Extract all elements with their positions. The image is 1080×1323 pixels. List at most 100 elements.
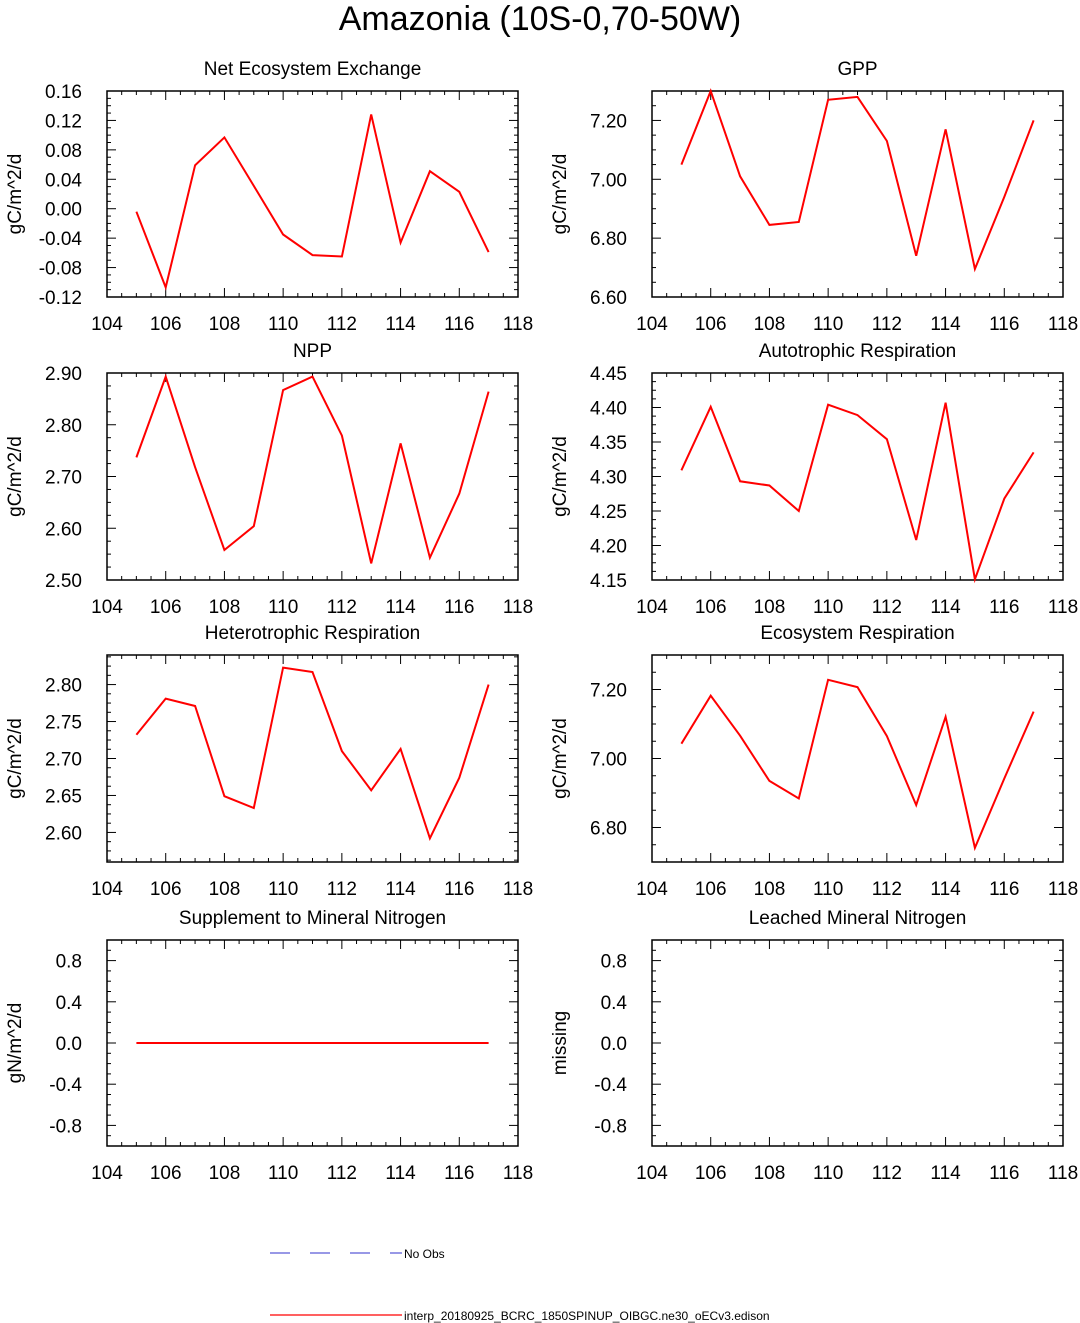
panel-title: Supplement to Mineral Nitrogen xyxy=(179,908,446,929)
y-tick-label: 2.70 xyxy=(45,468,82,489)
y-tick-label: 2.80 xyxy=(45,416,82,437)
chart-panel: Leached Mineral Nitrogen missing 104 106 108… xyxy=(550,908,1078,1184)
x-tick-label: 114 xyxy=(930,879,961,900)
x-tick-label: 112 xyxy=(327,314,357,335)
y-axis-label: gC/m^2/d xyxy=(550,718,571,799)
figure-title: Amazonia (10S-0,70-50W) xyxy=(339,0,742,38)
x-tick-label: 118 xyxy=(503,314,533,335)
panel-title: Net Ecosystem Exchange xyxy=(204,59,422,80)
x-tick-label: 104 xyxy=(636,314,668,335)
x-tick-label: 116 xyxy=(989,314,1019,335)
y-tick-label: 7.00 xyxy=(590,750,627,771)
x-tick-label: 110 xyxy=(813,314,843,335)
plot-frame xyxy=(651,90,1064,298)
series-line xyxy=(680,678,1035,852)
panel-title: Autotrophic Respiration xyxy=(759,341,957,362)
x-tick-label: 118 xyxy=(1048,314,1078,335)
x-tick-label: 114 xyxy=(930,1163,961,1184)
chart-panel: Supplement to Mineral Nitrogen gN/m^2/d 10… xyxy=(5,908,533,1184)
y-tick-label: 4.25 xyxy=(590,502,627,523)
y-tick-label: 7.00 xyxy=(590,170,627,191)
x-tick-label: 114 xyxy=(930,314,961,335)
y-tick-label: -0.4 xyxy=(49,1075,82,1096)
y-tick-label: 7.20 xyxy=(590,681,627,702)
y-tick-label: 0.4 xyxy=(601,993,628,1014)
plot-frame xyxy=(651,372,1064,581)
x-tick-label: 110 xyxy=(813,1163,843,1184)
panel-title: Heterotrophic Respiration xyxy=(205,623,420,644)
legend-no-obs-label: No Obs xyxy=(404,1247,445,1261)
y-tick-label: 0.16 xyxy=(45,82,82,103)
y-tick-label: 2.80 xyxy=(45,676,82,697)
legend: No Obs interp_20180925_BCRC_1850SPINUP_O… xyxy=(270,1247,770,1323)
x-tick-label: 118 xyxy=(1048,1163,1078,1184)
plot-frame xyxy=(106,654,519,863)
y-tick-label: 2.50 xyxy=(45,571,82,592)
x-tick-label: 104 xyxy=(91,879,123,900)
y-tick-label: 0.00 xyxy=(45,200,82,221)
y-tick-label: 2.65 xyxy=(45,786,82,807)
x-tick-label: 110 xyxy=(813,879,843,900)
series-line xyxy=(680,88,1035,273)
y-tick-label: 4.45 xyxy=(590,364,627,385)
panel-title: GPP xyxy=(837,59,877,80)
y-tick-label: 6.80 xyxy=(590,819,627,840)
y-tick-label: -0.8 xyxy=(49,1116,82,1137)
chart-panel: Heterotrophic Respiration gC/m^2/d 104 106 1… xyxy=(5,623,533,900)
y-tick-label: 7.20 xyxy=(590,111,627,132)
x-tick-label: 104 xyxy=(636,1163,668,1184)
plot-frame xyxy=(651,939,1064,1147)
y-axis-label: gC/m^2/d xyxy=(550,436,571,517)
panels: Net Ecosystem Exchange gC/m^2/d 104 106 108 1… xyxy=(5,59,1078,1184)
y-tick-label: 6.60 xyxy=(590,288,627,309)
y-tick-label: 2.90 xyxy=(45,364,82,385)
x-tick-label: 114 xyxy=(930,597,961,618)
x-tick-label: 104 xyxy=(91,597,123,618)
x-tick-label: 104 xyxy=(636,597,668,618)
panel-title: Leached Mineral Nitrogen xyxy=(749,908,967,929)
y-tick-label: 0.12 xyxy=(45,111,82,132)
x-tick-label: 114 xyxy=(385,597,416,618)
x-tick-label: 116 xyxy=(989,879,1019,900)
y-tick-label: 2.60 xyxy=(45,519,82,540)
x-tick-label: 106 xyxy=(695,597,727,618)
y-tick-label: 6.80 xyxy=(590,229,627,250)
y-tick-label: 0.04 xyxy=(45,170,82,191)
plot-frame xyxy=(106,90,519,298)
x-tick-label: 116 xyxy=(444,879,474,900)
panel-title: NPP xyxy=(293,341,332,362)
x-tick-label: 112 xyxy=(872,597,902,618)
x-tick-label: 108 xyxy=(209,314,241,335)
y-tick-label: 0.0 xyxy=(601,1034,627,1055)
x-tick-label: 114 xyxy=(385,1163,416,1184)
x-tick-label: 112 xyxy=(327,879,357,900)
x-tick-label: 104 xyxy=(91,1163,123,1184)
y-axis-label: gC/m^2/d xyxy=(5,436,26,517)
chart-panel: Autotrophic Respiration gC/m^2/d 104 106 108… xyxy=(550,341,1078,618)
y-tick-label: 0.0 xyxy=(56,1034,82,1055)
x-tick-label: 118 xyxy=(1048,879,1078,900)
x-tick-label: 104 xyxy=(636,879,668,900)
plot-frame xyxy=(651,654,1064,863)
x-tick-label: 114 xyxy=(385,879,416,900)
y-tick-label: -0.08 xyxy=(39,259,82,280)
x-tick-label: 108 xyxy=(754,597,786,618)
y-axis-label: gC/m^2/d xyxy=(5,718,26,799)
y-tick-label: -0.12 xyxy=(39,288,82,309)
x-tick-label: 106 xyxy=(150,597,182,618)
y-tick-label: 0.8 xyxy=(56,952,82,973)
x-tick-label: 116 xyxy=(989,1163,1019,1184)
y-tick-label: 4.30 xyxy=(590,468,627,489)
y-tick-label: 4.40 xyxy=(590,399,627,420)
x-tick-label: 112 xyxy=(872,879,902,900)
x-tick-label: 110 xyxy=(268,314,298,335)
y-tick-label: 4.20 xyxy=(590,537,627,558)
series-line xyxy=(135,373,490,564)
x-tick-label: 110 xyxy=(268,597,298,618)
x-tick-label: 114 xyxy=(385,314,416,335)
chart-panel: NPP gC/m^2/d 104 106 108 110 112 114 116 118 2.50 2… xyxy=(5,341,533,618)
y-tick-label: -0.8 xyxy=(594,1116,627,1137)
x-tick-label: 108 xyxy=(754,1163,786,1184)
series-line xyxy=(135,666,490,841)
y-tick-label: 4.15 xyxy=(590,571,627,592)
